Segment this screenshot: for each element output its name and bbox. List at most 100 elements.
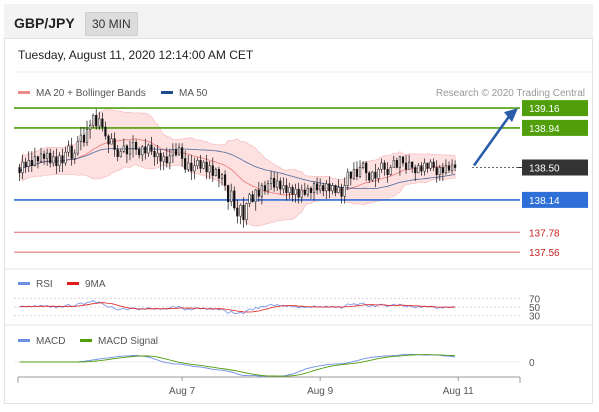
candle-body	[184, 158, 187, 170]
bollinger-band	[19, 109, 456, 227]
x-tick-label: Aug 9	[307, 386, 334, 397]
candle-body	[211, 165, 214, 176]
candle-body	[199, 160, 202, 169]
candle-body	[76, 141, 79, 154]
candle-body	[171, 149, 175, 157]
candle-body	[263, 185, 267, 192]
candle-body	[233, 190, 236, 209]
candle-body	[340, 187, 343, 197]
level-label: 138.50	[529, 164, 560, 175]
candle-body	[420, 165, 423, 172]
candle-body	[438, 167, 441, 175]
ma20-legend-swatch	[18, 91, 30, 94]
candle-body	[95, 115, 98, 127]
x-axis: Aug 7 Aug 9 Aug 11	[17, 376, 521, 397]
x-tick-label: Aug 7	[169, 386, 196, 397]
ma50-line	[19, 148, 456, 189]
candle-body	[174, 149, 178, 156]
candle-body	[131, 142, 135, 149]
candle-body	[374, 171, 377, 179]
candle-body	[251, 194, 254, 202]
candle-body	[328, 183, 331, 192]
resistance-label-box	[522, 119, 588, 136]
candle-body	[223, 174, 227, 186]
rsi-tick-label: 70	[529, 294, 541, 305]
candle-body	[432, 161, 435, 168]
candle-body	[107, 135, 110, 145]
pivot-label-box	[522, 159, 588, 176]
candle-body	[426, 162, 429, 169]
candle-body	[55, 156, 58, 166]
candle-body	[282, 185, 285, 190]
candle-body	[98, 118, 101, 127]
candle-body	[236, 207, 239, 217]
rsi-9ma-line	[19, 302, 456, 313]
candle-body	[334, 185, 337, 193]
timeframe-badge[interactable]: 30 MIN	[85, 12, 138, 36]
macd-panel: 0	[14, 353, 535, 377]
candle-body	[395, 160, 398, 168]
candle-body	[61, 155, 64, 164]
candle-body	[159, 152, 162, 162]
candle-body	[187, 162, 190, 170]
forecast-arrow-shaft	[472, 114, 512, 167]
x-tick-label: Aug 11	[443, 386, 474, 397]
candle-body	[309, 187, 313, 193]
ma20-legend-label: MA 20 + Bollinger Bands	[36, 88, 146, 99]
candle-body	[196, 160, 199, 166]
candle-body	[248, 194, 251, 204]
candle-body	[150, 144, 153, 152]
candle-body	[343, 185, 346, 197]
ma20-line	[19, 138, 456, 196]
candle-body	[297, 188, 300, 198]
macd-signal-line	[19, 354, 456, 377]
candle-body	[371, 171, 374, 181]
candle-body	[377, 169, 380, 179]
candle-body	[168, 155, 171, 164]
moving-averages	[19, 138, 456, 196]
candle-body	[21, 161, 24, 174]
candle-body	[73, 152, 76, 159]
candle-body	[362, 162, 365, 168]
candle-body	[242, 205, 245, 220]
candle-body	[389, 167, 392, 175]
level-label: 137.56	[529, 248, 560, 259]
level-label: 137.78	[529, 228, 560, 239]
forecast-arrow	[472, 108, 518, 167]
candle-body	[177, 147, 181, 156]
resistance-label-box	[522, 100, 588, 117]
candle-body	[441, 167, 444, 174]
candle-body	[49, 152, 52, 164]
candle-body	[220, 174, 224, 179]
candle-body	[92, 115, 95, 126]
candle-body	[141, 146, 144, 156]
candle-body	[417, 165, 420, 174]
rsi-tick-label: 50	[529, 303, 541, 314]
macd-legend-label: MACD	[36, 336, 65, 347]
candle-body	[331, 185, 334, 192]
rsi-tick-label: 30	[529, 312, 541, 323]
candle-body	[269, 178, 273, 184]
candle-body	[346, 171, 349, 186]
candle-body	[116, 149, 119, 157]
candle-body	[190, 162, 193, 172]
ma50-legend-swatch	[161, 91, 173, 94]
candle-body	[193, 165, 196, 172]
candle-body	[423, 162, 426, 172]
ma50-legend-label: MA 50	[179, 88, 208, 99]
candle-body	[36, 156, 40, 162]
candle-body	[349, 171, 352, 179]
candle-body	[52, 156, 55, 164]
candle-body	[257, 189, 260, 197]
rsi-legend-swatch	[18, 282, 30, 285]
candle-body	[125, 145, 128, 155]
candle-body	[322, 185, 325, 192]
candle-body	[70, 145, 73, 159]
research-credit: Research © 2020 Trading Central	[436, 88, 585, 99]
candle-body	[380, 162, 383, 170]
candle-body	[18, 167, 21, 174]
candle-body	[319, 185, 322, 191]
candle-body	[46, 152, 49, 159]
